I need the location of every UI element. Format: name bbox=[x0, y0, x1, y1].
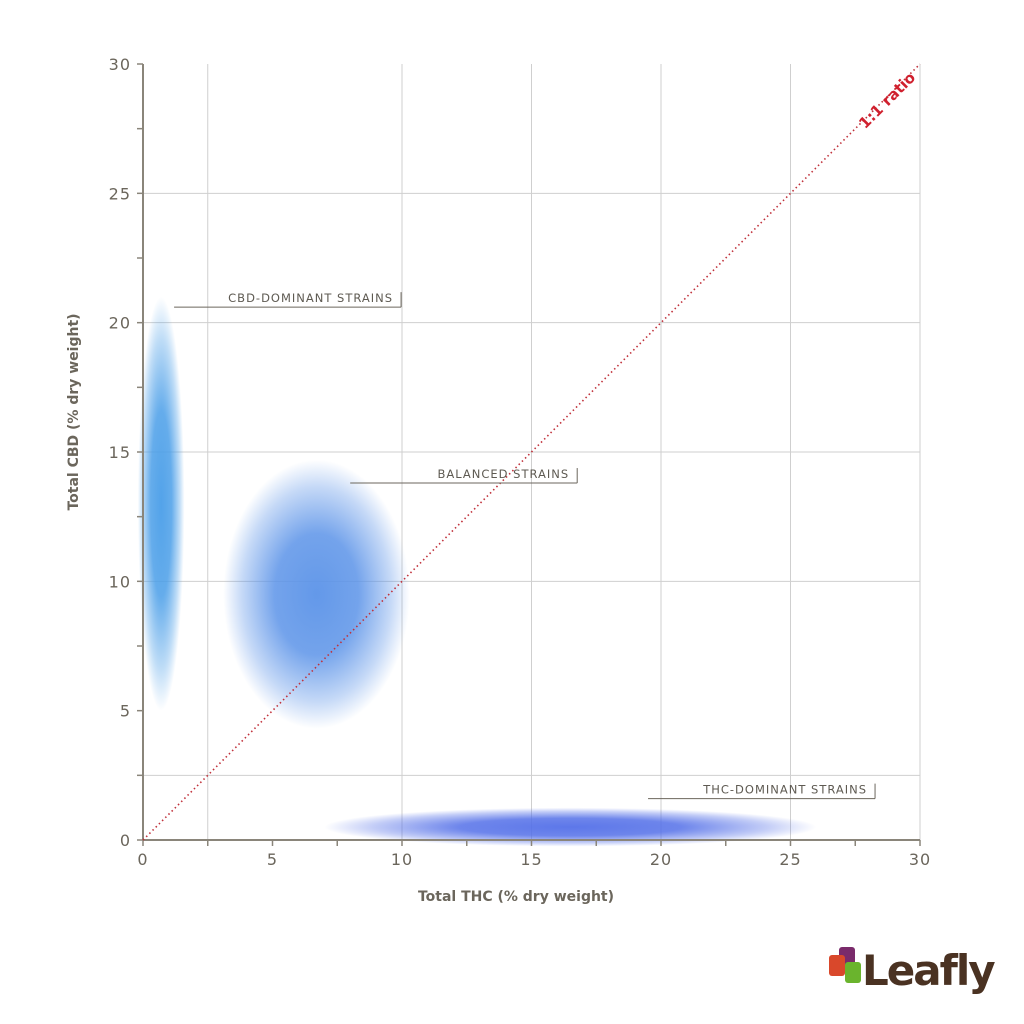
x-axis-label: Total THC (% dry weight) bbox=[418, 889, 614, 905]
y-tick-label: 20 bbox=[109, 314, 131, 333]
x-tick-label: 20 bbox=[650, 850, 672, 869]
x-tick-label: 0 bbox=[137, 850, 148, 869]
y-tick-label: 0 bbox=[120, 831, 131, 850]
region-labels: CBD-DOMINANT STRAINS BALANCED STRAINS THC-… bbox=[174, 291, 876, 800]
logo-square-green bbox=[845, 962, 861, 983]
logo-square-red bbox=[829, 955, 845, 976]
region-label: THC-DOMINANT STRAINS bbox=[702, 783, 867, 797]
y-tick-label: 5 bbox=[120, 702, 131, 721]
region-label: BALANCED STRAINS bbox=[437, 467, 569, 481]
density-regions bbox=[137, 296, 817, 847]
logo-text: Leafly bbox=[862, 946, 995, 995]
y-tick-label: 30 bbox=[109, 55, 131, 74]
x-tick-label: 10 bbox=[391, 850, 413, 869]
y-tick-label: 15 bbox=[109, 443, 131, 462]
x-tick-label: 30 bbox=[909, 850, 931, 869]
x-tick-label: 5 bbox=[267, 850, 278, 869]
region-label: CBD-DOMINANT STRAINS bbox=[228, 291, 393, 305]
tick-labels: 0 5 10 15 20 25 30 0 5 10 15 20 25 30 bbox=[109, 55, 931, 869]
density-region bbox=[223, 459, 410, 729]
y-tick-label: 25 bbox=[109, 184, 131, 203]
density-region bbox=[324, 807, 817, 847]
x-tick-label: 25 bbox=[779, 850, 801, 869]
leafly-logo: Leafly bbox=[829, 946, 997, 995]
axes bbox=[137, 63, 921, 846]
x-tick-label: 15 bbox=[520, 850, 542, 869]
ratio-label: 1:1 ratio bbox=[855, 69, 919, 133]
y-tick-label: 10 bbox=[109, 572, 131, 591]
one-to-one-line bbox=[142, 63, 921, 841]
y-axis-label: Total CBD (% dry weight) bbox=[66, 313, 82, 510]
density-region bbox=[137, 296, 185, 711]
